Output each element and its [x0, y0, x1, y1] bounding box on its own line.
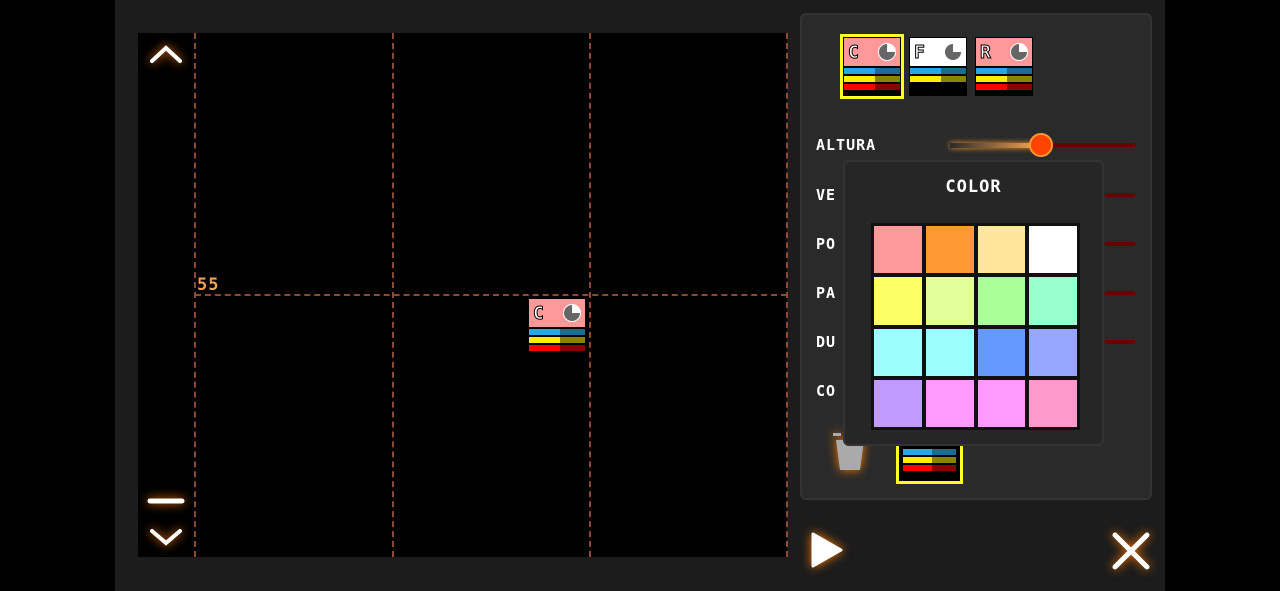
pie-icon: [944, 43, 962, 61]
color-swatch-grid: [871, 223, 1080, 430]
color-swatch[interactable]: [1029, 277, 1077, 325]
pie-icon: [563, 304, 581, 322]
color-swatch[interactable]: [874, 226, 922, 274]
color-popup: COLOR: [843, 160, 1104, 446]
chevron-down-icon[interactable]: [148, 526, 184, 548]
instrument-letter: C: [848, 41, 860, 63]
grid-line: [195, 294, 787, 296]
close-icon[interactable]: [1110, 530, 1152, 572]
slider-track[interactable]: [1105, 291, 1135, 295]
color-swatch[interactable]: [977, 226, 1026, 274]
color-swatch[interactable]: [925, 277, 974, 325]
altura-slider-track[interactable]: [1042, 143, 1135, 147]
minus-icon[interactable]: [146, 492, 186, 510]
trash-icon[interactable]: [830, 430, 870, 474]
color-swatch[interactable]: [977, 277, 1026, 325]
param-label: PO: [816, 235, 837, 253]
popup-title: COLOR: [945, 177, 1002, 197]
param-label: VE: [816, 186, 837, 204]
color-swatch[interactable]: [1029, 379, 1077, 427]
color-swatch[interactable]: [874, 379, 922, 427]
color-swatch[interactable]: [925, 226, 974, 274]
instrument-letter: R: [980, 41, 992, 63]
param-label: CO: [816, 382, 837, 400]
param-label: ALTURA: [816, 136, 877, 154]
color-swatch[interactable]: [925, 379, 974, 427]
color-swatch[interactable]: [1029, 226, 1077, 274]
chevron-up-icon[interactable]: [148, 42, 184, 66]
color-swatch[interactable]: [925, 328, 974, 376]
color-swatch[interactable]: [874, 277, 922, 325]
instrument-thumb-c[interactable]: C: [840, 34, 904, 99]
color-swatch[interactable]: [977, 328, 1026, 376]
note-grid[interactable]: 55 C: [138, 33, 788, 557]
slider-track[interactable]: [1105, 340, 1135, 344]
instrument-thumb-r[interactable]: R: [975, 37, 1033, 96]
instrument-thumb-f[interactable]: F: [909, 37, 967, 96]
pie-icon: [1010, 43, 1028, 61]
pie-icon: [878, 43, 896, 61]
slider-track[interactable]: [1105, 242, 1135, 246]
param-label: DU: [816, 333, 837, 351]
instrument-letter: C: [533, 302, 545, 324]
color-swatch[interactable]: [874, 328, 922, 376]
color-swatch[interactable]: [1029, 328, 1077, 376]
row-label: 55: [197, 275, 220, 295]
instrument-letter: F: [914, 41, 926, 63]
note-block[interactable]: C: [529, 299, 585, 355]
param-label: PA: [816, 284, 837, 302]
slider-track[interactable]: [1105, 193, 1135, 197]
altura-slider-knob[interactable]: [1028, 133, 1053, 157]
color-swatch[interactable]: [977, 379, 1026, 427]
altura-slider-fill: [950, 143, 1042, 148]
play-icon[interactable]: [808, 530, 846, 570]
grid-line: [786, 33, 788, 557]
